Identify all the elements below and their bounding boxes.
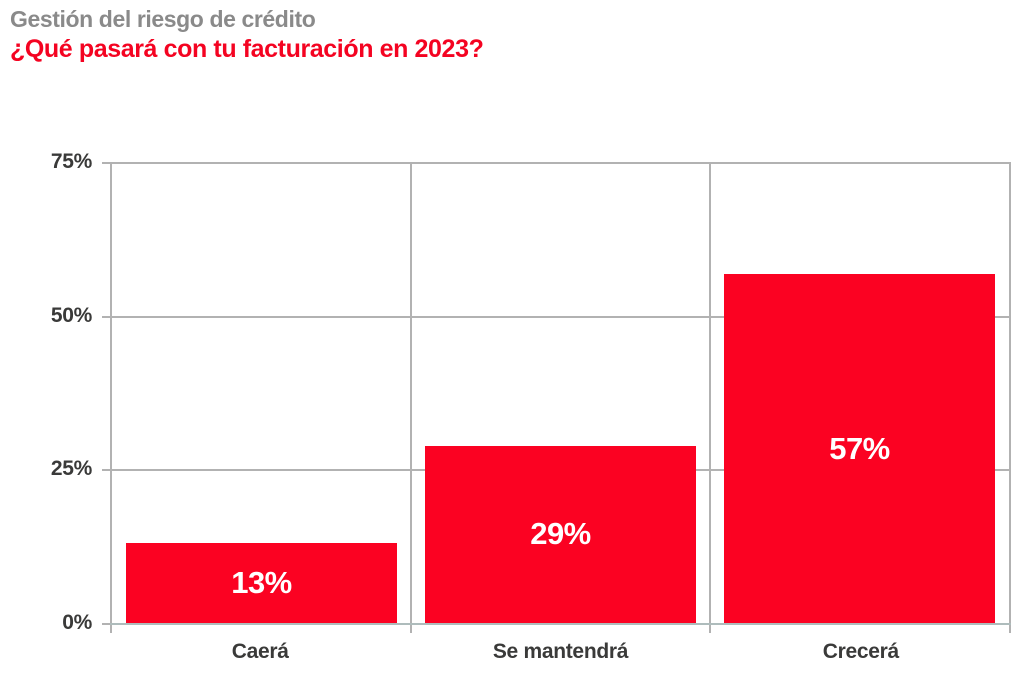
x-tick-2 [708, 623, 711, 633]
y-tick-75pct [102, 162, 112, 164]
y-tick-label-50pct: 50% [50, 303, 92, 327]
y-tick-25pct [102, 469, 112, 472]
bar-crecera: 57% [724, 274, 995, 623]
y-tick-0pct [102, 623, 112, 625]
x-axis-baseline [110, 623, 1011, 625]
plot-area: 13% 29% 57% [102, 162, 1011, 633]
y-tick-50pct [102, 316, 112, 319]
y-tick-label-75pct: 75% [50, 150, 92, 173]
bar-se-mantendra: 29% [425, 445, 696, 623]
x-axis-labels: Caerá Se mantendrá Crecerá [110, 638, 1011, 666]
y-tick-label-0pct: 0% [62, 611, 92, 634]
gridline-v-2 [708, 164, 711, 623]
bar-value-label-se-mantendra: 29% [530, 516, 591, 552]
x-category-label-se-mantendra: Se mantendrá [492, 640, 629, 663]
bar-value-label-caera: 13% [231, 565, 292, 601]
gridline-50pct [112, 316, 1009, 319]
chart-title: Gestión del riesgo de crédito [10, 6, 316, 32]
y-tick-label-25pct: 25% [50, 457, 92, 481]
x-category-label-crecera: Crecerá [822, 640, 899, 663]
bar-caera: 13% [126, 543, 397, 623]
x-tick-1 [409, 623, 412, 633]
chart-subtitle: ¿Qué pasará con tu facturación en 2023? [10, 35, 484, 63]
x-tick-0 [110, 623, 112, 633]
y-axis-labels: 0% 25% 50% 75% [0, 150, 92, 634]
chart-header: Gestión del riesgo de crédito ¿Qué pasar… [10, 5, 484, 65]
x-category-label-caera: Caerá [231, 640, 289, 663]
bar-value-label-crecera: 57% [829, 430, 890, 466]
gridline-v-1 [409, 164, 412, 623]
x-tick-3 [1009, 623, 1011, 633]
